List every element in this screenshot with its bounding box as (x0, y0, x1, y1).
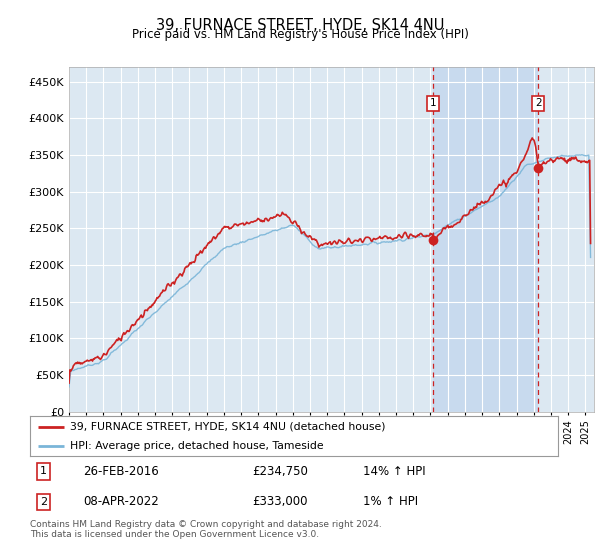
Text: 1: 1 (430, 99, 436, 109)
Text: 2: 2 (40, 497, 47, 507)
Text: £234,750: £234,750 (252, 465, 308, 478)
Text: HPI: Average price, detached house, Tameside: HPI: Average price, detached house, Tame… (70, 441, 323, 451)
Text: 1% ↑ HPI: 1% ↑ HPI (362, 495, 418, 508)
Text: £333,000: £333,000 (252, 495, 307, 508)
Text: Contains HM Land Registry data © Crown copyright and database right 2024.
This d: Contains HM Land Registry data © Crown c… (30, 520, 382, 539)
Text: 39, FURNACE STREET, HYDE, SK14 4NU (detached house): 39, FURNACE STREET, HYDE, SK14 4NU (deta… (70, 422, 385, 432)
Text: 1: 1 (40, 466, 47, 477)
Text: 26-FEB-2016: 26-FEB-2016 (83, 465, 158, 478)
Text: Price paid vs. HM Land Registry's House Price Index (HPI): Price paid vs. HM Land Registry's House … (131, 28, 469, 41)
Text: 08-APR-2022: 08-APR-2022 (83, 495, 158, 508)
Text: 2: 2 (535, 99, 542, 109)
Text: 14% ↑ HPI: 14% ↑ HPI (362, 465, 425, 478)
Bar (433, 67, 538, 412)
Text: 39, FURNACE STREET, HYDE, SK14 4NU: 39, FURNACE STREET, HYDE, SK14 4NU (156, 18, 444, 33)
